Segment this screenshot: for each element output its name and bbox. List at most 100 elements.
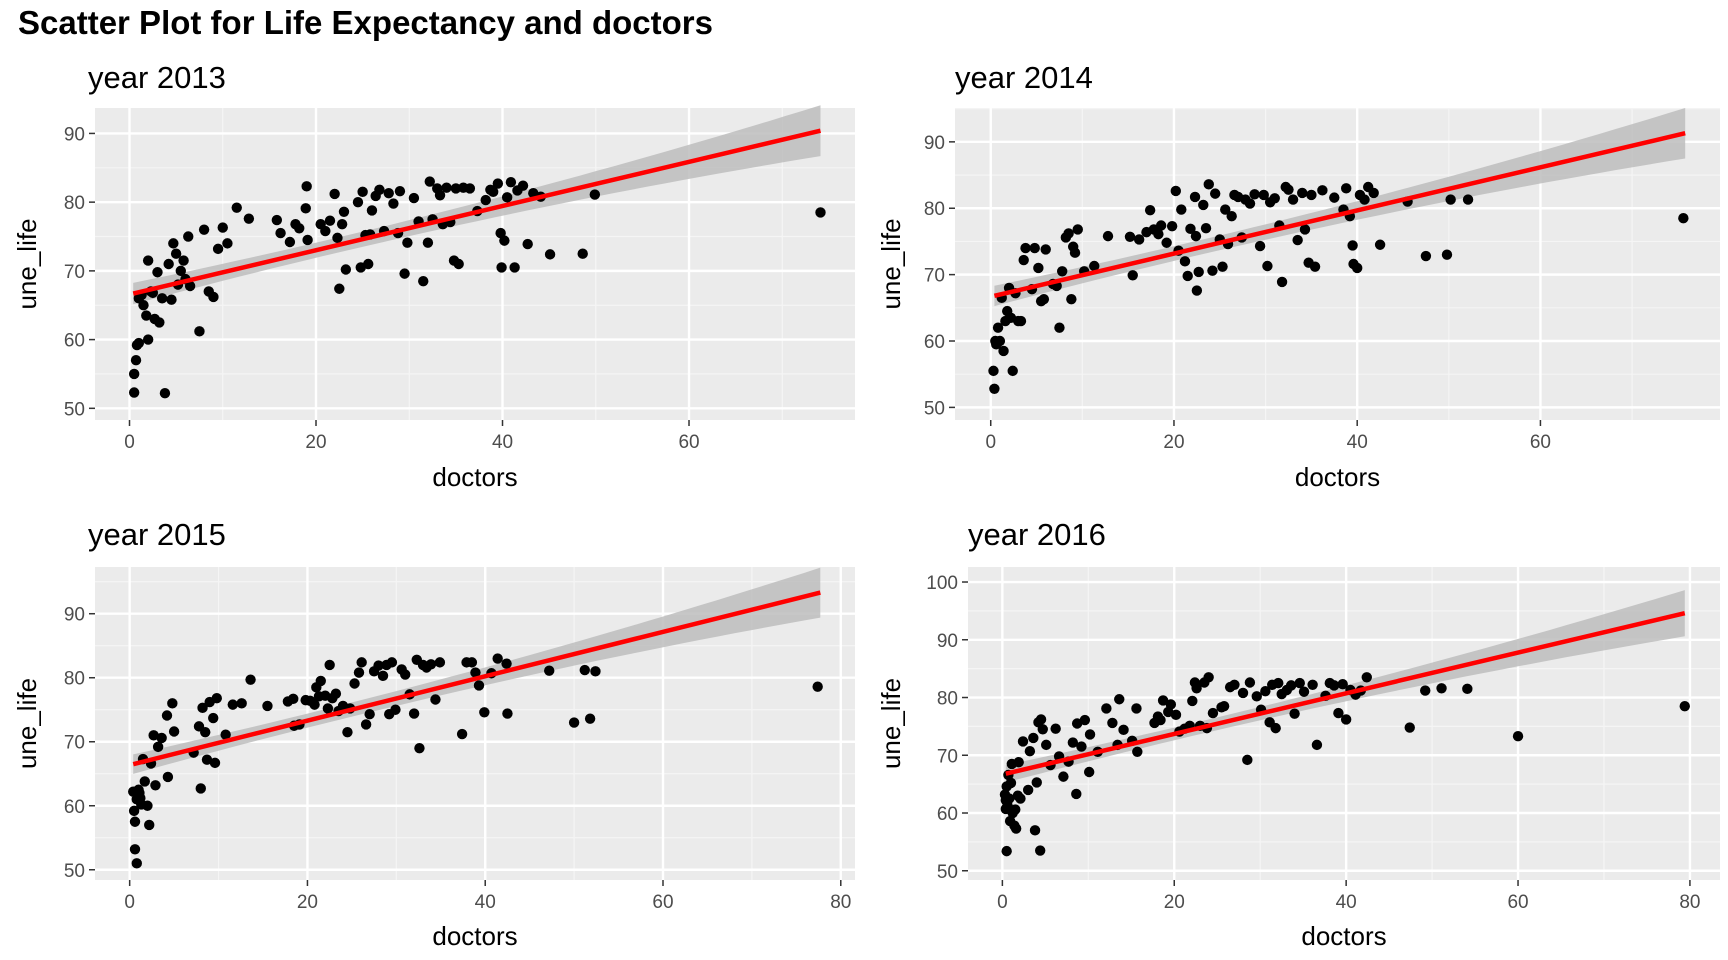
data-point — [1034, 845, 1046, 856]
y-tick-label: 80 — [64, 193, 85, 214]
data-point — [1193, 266, 1204, 278]
data-point — [522, 238, 533, 250]
data-point — [1066, 293, 1077, 305]
data-point — [994, 335, 1006, 347]
data-point — [1071, 788, 1082, 800]
data-point — [450, 183, 462, 194]
data-point — [1004, 793, 1015, 804]
data-point — [374, 184, 385, 195]
data-point — [243, 213, 255, 224]
data-point — [211, 693, 222, 704]
x-tick-label: 0 — [124, 432, 135, 453]
data-point — [1176, 204, 1187, 215]
data-point — [142, 255, 154, 266]
data-point — [1368, 187, 1379, 199]
data-point — [1333, 707, 1344, 719]
data-point — [1071, 718, 1083, 729]
data-point — [464, 183, 476, 194]
data-point — [1512, 731, 1524, 742]
x-axis-title: doctors — [432, 462, 517, 492]
data-point — [302, 234, 313, 246]
data-point — [353, 667, 365, 678]
data-point — [1207, 707, 1219, 719]
data-point — [1187, 695, 1198, 707]
data-point — [1445, 194, 1456, 205]
data-point — [138, 300, 149, 311]
data-point — [1157, 695, 1169, 706]
x-tick-label: 20 — [1163, 432, 1184, 453]
data-point — [1069, 247, 1081, 258]
data-point — [815, 207, 826, 218]
data-point — [1298, 686, 1310, 697]
y-tick-label: 70 — [64, 733, 85, 754]
data-point — [499, 235, 510, 246]
x-tick-label: 80 — [830, 892, 851, 913]
data-point — [1015, 315, 1027, 327]
data-point — [128, 805, 140, 817]
data-point — [1040, 244, 1051, 255]
data-point — [1010, 823, 1022, 834]
data-point — [502, 708, 513, 719]
data-point — [998, 345, 1009, 357]
data-point — [1220, 204, 1231, 215]
data-point — [1101, 703, 1112, 714]
data-point — [1328, 680, 1340, 691]
data-point — [470, 667, 481, 678]
data-point — [262, 700, 273, 712]
panel-title: year 2013 — [88, 60, 226, 95]
data-point — [1161, 237, 1172, 248]
y-tick-label: 80 — [924, 199, 945, 220]
y-tick-label: 60 — [64, 331, 85, 352]
data-point — [373, 660, 384, 671]
data-point — [1083, 766, 1095, 778]
data-point — [1251, 691, 1262, 702]
panel-4: 0 20 40 60 80 50 60 70 80 90 100 year 2016 doctors un… — [876, 517, 1720, 951]
data-point — [1273, 677, 1284, 689]
data-point — [338, 206, 350, 217]
data-point — [1020, 242, 1031, 254]
y-tick-label: 90 — [924, 133, 945, 154]
data-point — [201, 754, 213, 765]
data-point — [195, 783, 206, 794]
data-point — [456, 728, 468, 740]
data-point — [167, 698, 178, 709]
data-point — [1242, 754, 1253, 766]
data-point — [1185, 223, 1196, 235]
y-tick-label: 70 — [924, 266, 945, 287]
data-point — [1203, 672, 1214, 683]
data-point — [1337, 679, 1348, 690]
data-point — [386, 657, 398, 668]
data-point — [352, 196, 364, 208]
panel-3: 0 20 40 60 80 50 60 70 80 90 year 2015 doctors une_l… — [12, 517, 855, 951]
data-point — [1359, 194, 1370, 205]
data-point — [812, 681, 823, 692]
x-tick-label: 60 — [1530, 432, 1551, 453]
data-point — [1226, 211, 1237, 222]
data-point — [1249, 189, 1260, 200]
data-point — [300, 203, 311, 214]
data-point — [1124, 231, 1136, 242]
data-point — [544, 665, 555, 676]
data-point — [1285, 680, 1297, 691]
data-point — [501, 192, 513, 203]
data-point — [1218, 700, 1230, 712]
data-point — [1306, 189, 1317, 201]
data-point — [1217, 261, 1228, 272]
data-point — [175, 265, 186, 277]
y-tick-label: 100 — [926, 573, 958, 594]
data-point — [220, 729, 231, 740]
data-point — [324, 659, 335, 671]
data-point — [496, 262, 507, 273]
data-point — [584, 713, 596, 724]
y-tick-label: 80 — [937, 689, 958, 710]
data-point — [1022, 784, 1034, 796]
data-point — [231, 202, 242, 213]
data-point — [1133, 234, 1145, 245]
data-point — [501, 658, 512, 669]
data-point — [227, 699, 238, 710]
data-point — [1191, 285, 1203, 296]
data-point — [275, 227, 286, 239]
panel-title: year 2014 — [955, 60, 1093, 95]
data-point — [1420, 250, 1432, 262]
data-point — [434, 657, 446, 668]
